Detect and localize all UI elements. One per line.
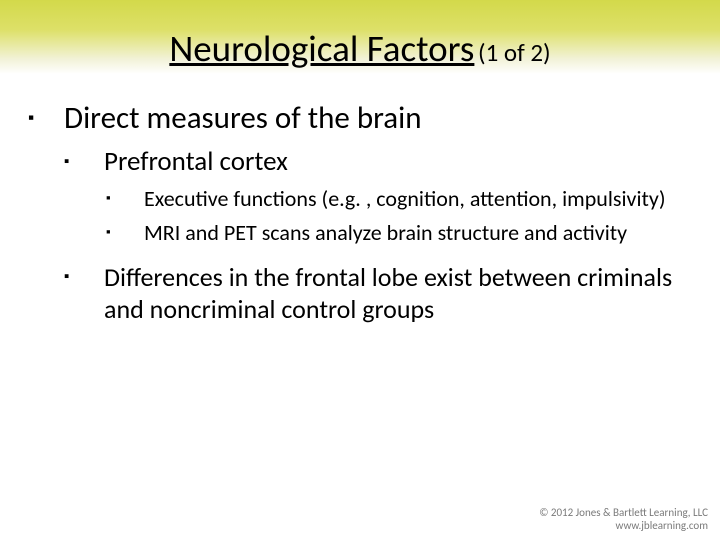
slide: Neurological Factors (1 of 2) ▪ Direct m… — [0, 0, 720, 540]
bullet-icon: ▪ — [62, 261, 104, 293]
bullet-list-level3: ▪ Executive functions (e.g. , cognition,… — [26, 185, 694, 247]
list-item: ▪ Prefrontal cortex — [62, 145, 694, 179]
list-item: ▪ Differences in the frontal lobe exist … — [62, 261, 694, 325]
title-main: Neurological Factors — [169, 26, 474, 71]
list-item-text: Prefrontal cortex — [104, 145, 288, 179]
footer-url: www.jblearning.com — [539, 519, 708, 532]
title-suffix: (1 of 2) — [478, 37, 551, 68]
bullet-list-level1: ▪ Direct measures of the brain — [26, 99, 694, 137]
bullet-icon: ▪ — [62, 145, 104, 179]
list-item: ▪ Direct measures of the brain — [26, 99, 694, 137]
list-item: ▪ MRI and PET scans analyze brain struct… — [104, 219, 694, 247]
list-item-text: Direct measures of the brain — [64, 99, 422, 137]
list-item-text: MRI and PET scans analyze brain structur… — [144, 219, 627, 247]
bullet-icon: ▪ — [26, 99, 64, 137]
list-item: ▪ Executive functions (e.g. , cognition,… — [104, 185, 694, 213]
list-item-text: Differences in the frontal lobe exist be… — [104, 261, 694, 325]
list-item-text: Executive functions (e.g. , cognition, a… — [144, 185, 666, 213]
bullet-icon: ▪ — [104, 185, 144, 213]
footer: © 2012 Jones & Bartlett Learning, LLC ww… — [539, 506, 708, 532]
copyright-text: © 2012 Jones & Bartlett Learning, LLC — [539, 506, 708, 519]
bullet-icon: ▪ — [104, 219, 144, 247]
bullet-list-level2: ▪ Differences in the frontal lobe exist … — [26, 261, 694, 325]
slide-title: Neurological Factors (1 of 2) — [0, 0, 720, 71]
bullet-list-level2: ▪ Prefrontal cortex — [26, 145, 694, 179]
slide-body: ▪ Direct measures of the brain ▪ Prefron… — [0, 71, 720, 325]
